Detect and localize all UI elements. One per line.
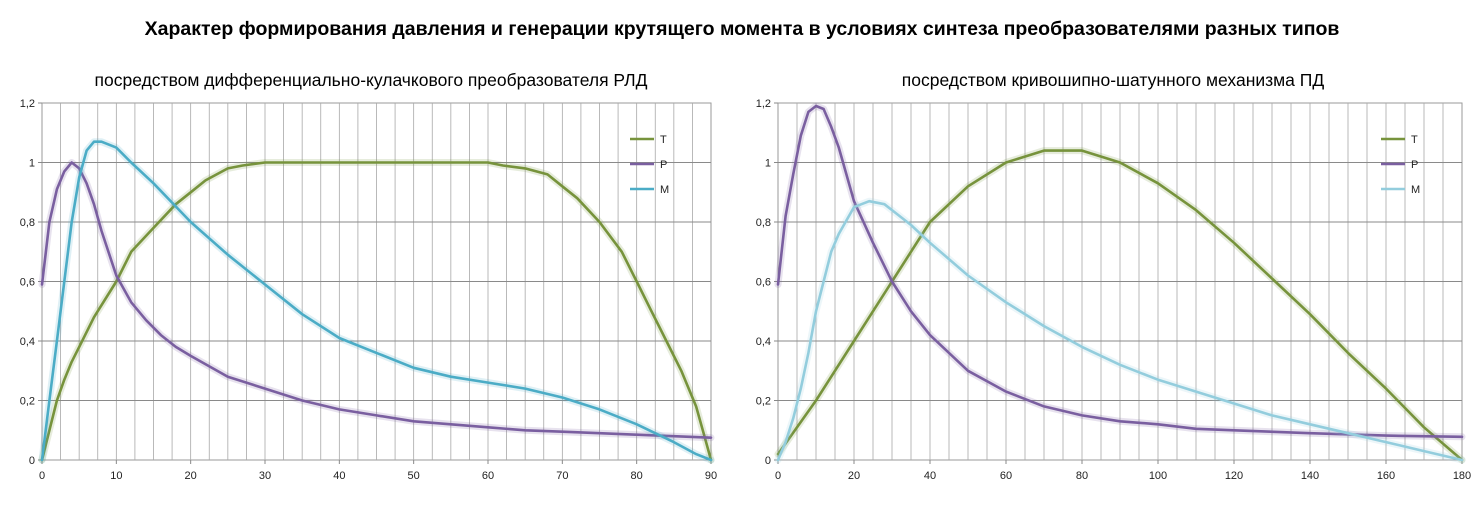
legend-label-P: P	[1411, 159, 1418, 171]
y-tick-label: 0,2	[756, 396, 771, 408]
y-tick-label: 0,8	[20, 217, 35, 229]
x-tick-label: 70	[556, 470, 568, 482]
chart-left: 0 0,2 0,4 0,6 0,8 1 1,2 0 10 20 30 40 50 60 70 80 90 T P M	[20, 98, 717, 482]
x-tick-label: 160	[1377, 470, 1395, 482]
x-tick-label: 40	[333, 470, 345, 482]
y-tick-label: 1	[29, 158, 35, 170]
y-tick-label: 0,8	[756, 217, 771, 229]
y-tick-label: 1	[765, 158, 771, 170]
chart-title-right: посредством кривошипно-шатунного механиз…	[901, 70, 1325, 90]
x-tick-label: 120	[1225, 470, 1243, 482]
y-tick-label: 0,6	[756, 277, 771, 289]
x-tick-label: 0	[39, 470, 45, 482]
series-line-M	[776, 199, 1464, 462]
y-tick-label: 0,4	[756, 336, 771, 348]
legend-label-M: M	[1411, 184, 1420, 196]
series-line-P	[776, 104, 1464, 439]
x-tick-label: 50	[408, 470, 420, 482]
legend-label-P: P	[660, 159, 667, 171]
x-tick-label: 80	[631, 470, 643, 482]
y-tick-label: 0	[29, 455, 35, 467]
y-tick-label: 0,2	[20, 396, 35, 408]
x-tick-label: 0	[775, 470, 781, 482]
chart-title-left: посредством дифференциально-кулачкового …	[94, 70, 648, 90]
x-tick-label: 60	[1000, 470, 1012, 482]
y-tick-label: 0	[765, 455, 771, 467]
series-line-M	[40, 140, 713, 462]
y-tick-label: 1,2	[756, 98, 771, 110]
legend-label-T: T	[1411, 134, 1418, 146]
x-tick-label: 140	[1301, 470, 1319, 482]
x-tick-label: 100	[1149, 470, 1167, 482]
x-tick-label: 80	[1076, 470, 1088, 482]
x-tick-label: 20	[848, 470, 860, 482]
y-tick-label: 0,6	[20, 277, 35, 289]
main-title: Характер формирования давления и генерац…	[144, 18, 1340, 40]
x-tick-label: 10	[110, 470, 122, 482]
x-tick-label: 60	[482, 470, 494, 482]
legend: T P M	[1381, 134, 1420, 196]
x-tick-label: 180	[1453, 470, 1471, 482]
x-tick-label: 40	[924, 470, 936, 482]
y-tick-label: 0,4	[20, 336, 35, 348]
y-tick-label: 1,2	[20, 98, 35, 110]
legend-label-M: M	[660, 184, 669, 196]
x-tick-label: 20	[185, 470, 197, 482]
series-line-T	[40, 161, 713, 462]
x-tick-label: 90	[705, 470, 717, 482]
series-line-P	[40, 161, 713, 440]
legend-label-T: T	[660, 134, 667, 146]
x-tick-label: 30	[259, 470, 271, 482]
legend: T P M	[630, 134, 669, 196]
